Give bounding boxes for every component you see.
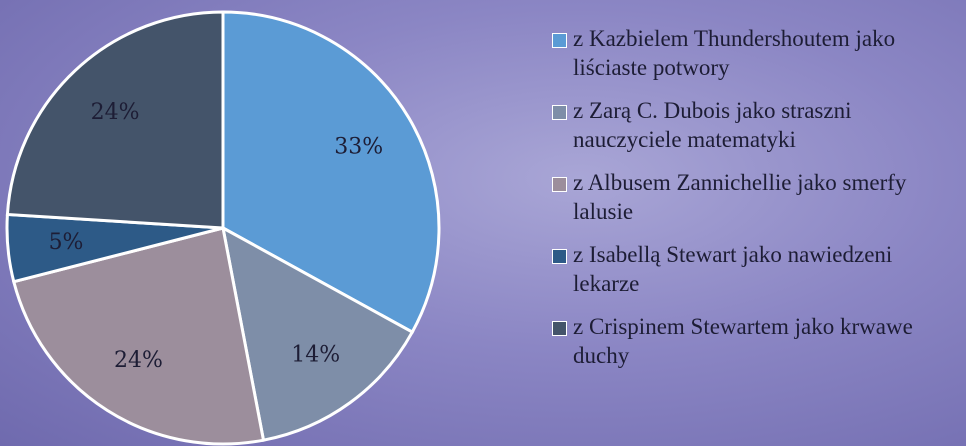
legend-label: z Kazbielem Thundershoutem jako liściast… — [573, 24, 962, 82]
legend-swatch — [552, 33, 567, 48]
pie-chart: 33% 14% 24% 5% 24% — [0, 0, 460, 446]
value-label: 5% — [49, 230, 84, 255]
value-label: 33% — [334, 135, 383, 160]
legend-entry: z Kazbielem Thundershoutem jako liściast… — [552, 24, 962, 96]
legend-swatch — [552, 249, 567, 264]
legend-entry: z Isabellą Stewart jako nawiedzeni lekar… — [552, 240, 962, 312]
legend-label: z Crispinem Stewartem jako krwawe duchy — [573, 312, 962, 370]
value-label: 24% — [114, 348, 163, 373]
legend-label: z Albusem Zannichellie jako smerfy lalus… — [573, 168, 962, 226]
value-label: 14% — [291, 343, 340, 368]
legend: z Kazbielem Thundershoutem jako liściast… — [552, 24, 962, 384]
legend-entry: z Zarą C. Dubois jako straszni nauczycie… — [552, 96, 962, 168]
legend-swatch — [552, 177, 567, 192]
legend-entry: z Albusem Zannichellie jako smerfy lalus… — [552, 168, 962, 240]
value-label: 24% — [91, 100, 140, 125]
slide: 33% 14% 24% 5% 24% z Kazbielem Thundershoute… — [0, 0, 966, 446]
legend-swatch — [552, 105, 567, 120]
legend-entry: z Crispinem Stewartem jako krwawe duchy — [552, 312, 962, 384]
legend-swatch — [552, 321, 567, 336]
legend-label: z Isabellą Stewart jako nawiedzeni lekar… — [573, 240, 962, 298]
legend-label: z Zarą C. Dubois jako straszni nauczycie… — [573, 96, 962, 154]
